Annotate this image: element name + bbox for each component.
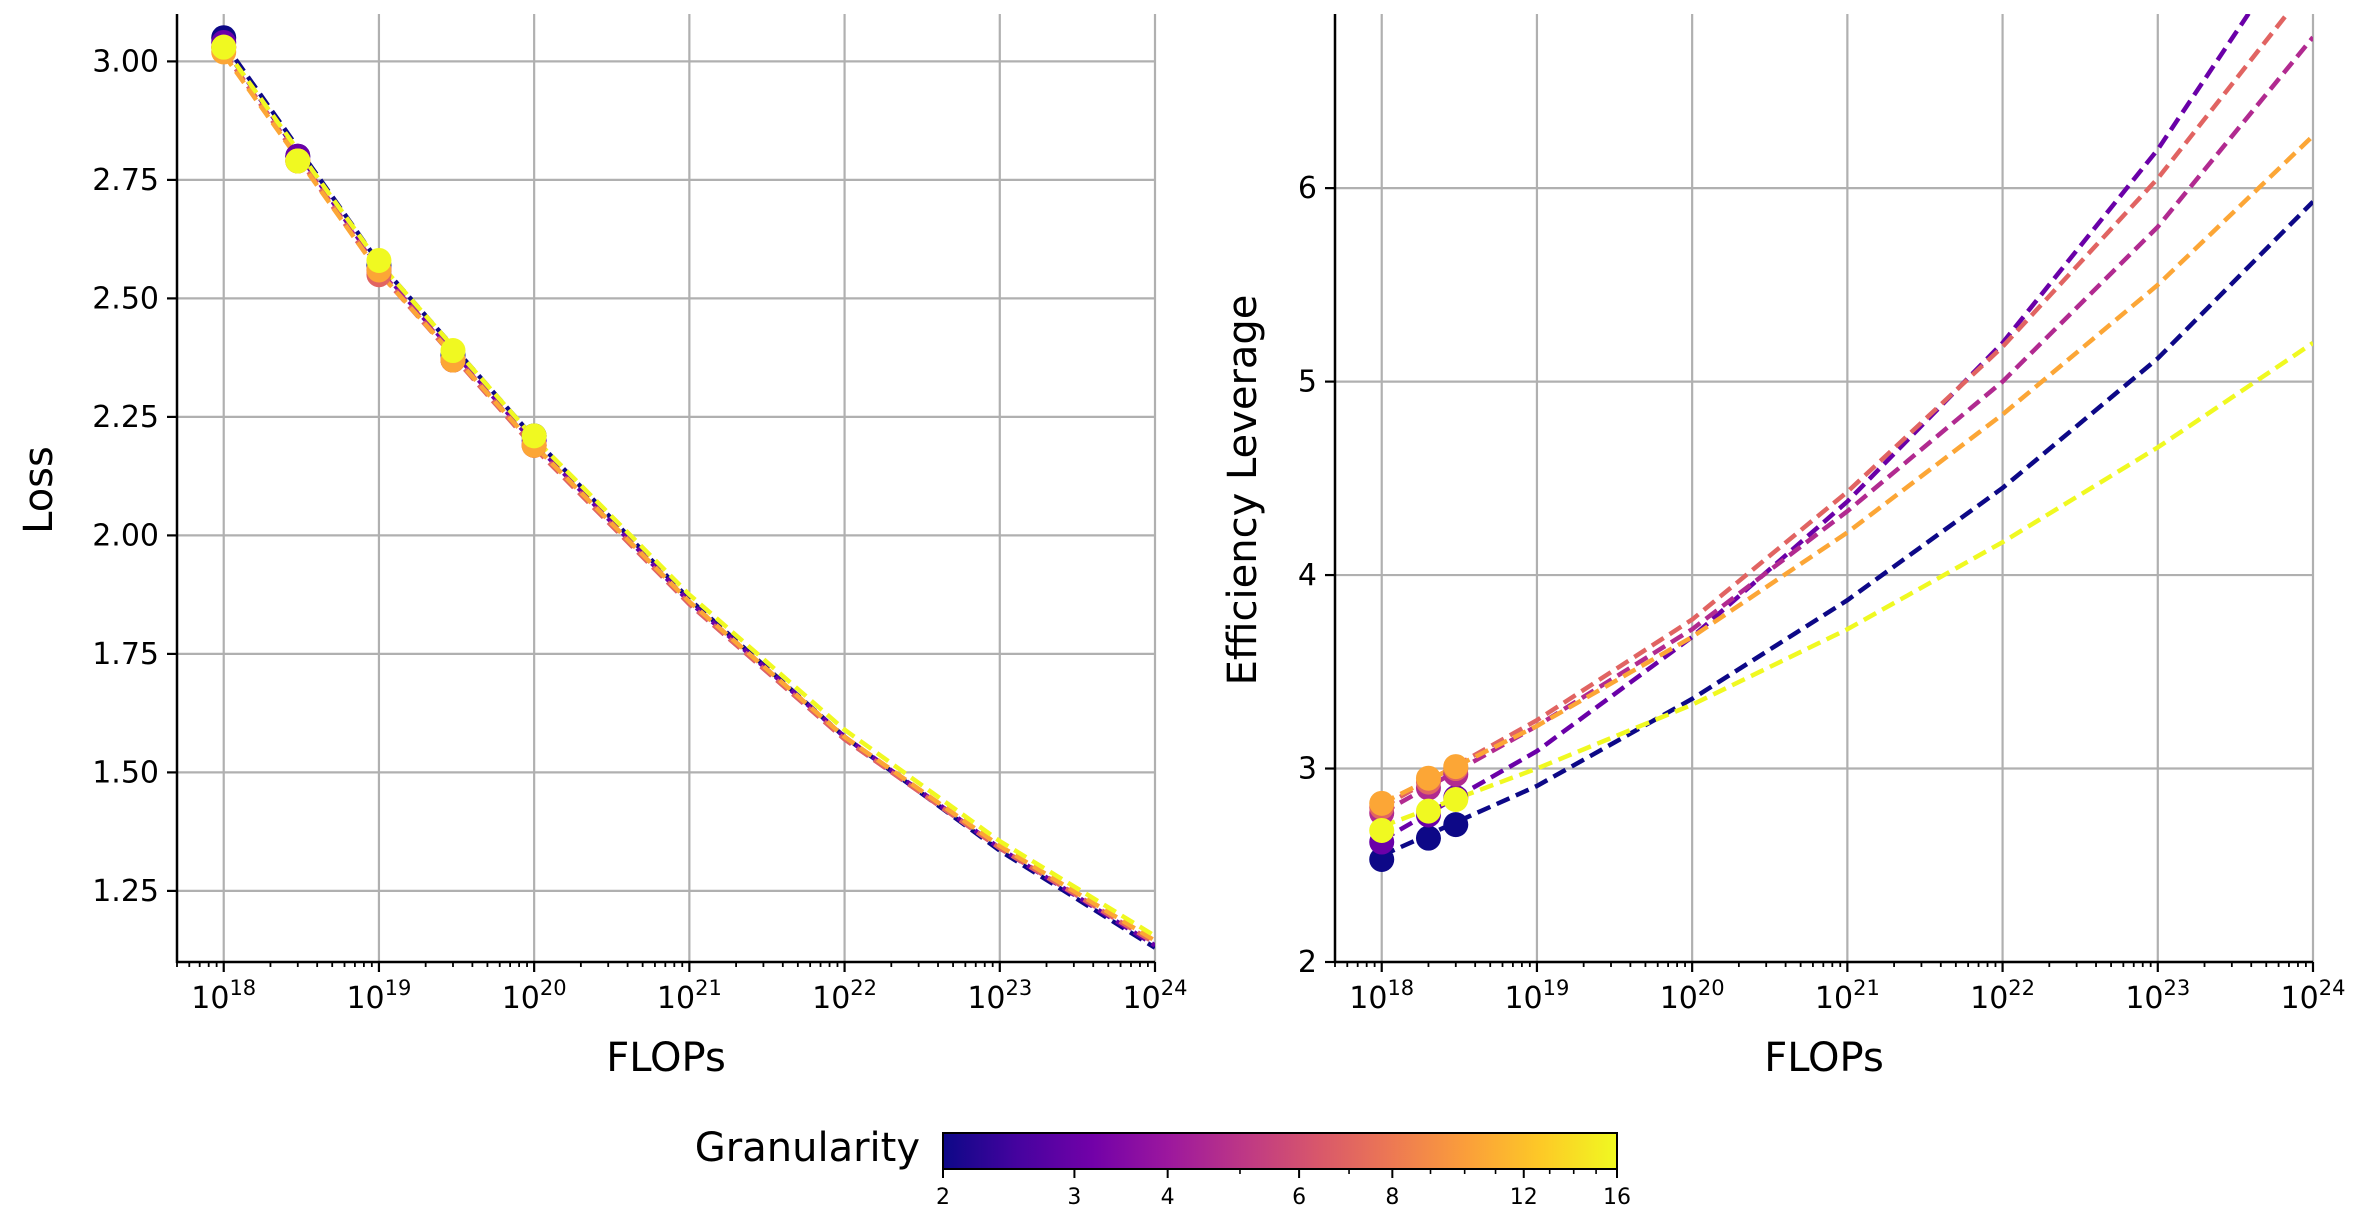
x-tick-label: 1024 — [1123, 976, 1188, 1016]
grid — [177, 14, 1157, 962]
colorbar-label: Granularity — [695, 1125, 920, 1171]
x-axis-label: FLOPs — [1764, 1035, 1884, 1081]
colorbar-tick-label: 8 — [1385, 1185, 1399, 1210]
data-point-granularity-16 — [440, 338, 466, 364]
x-tick-label: 1019 — [1504, 976, 1569, 1016]
colorbar-tick-label: 4 — [1161, 1185, 1175, 1210]
data-point-granularity-16 — [1415, 798, 1441, 824]
data-point-granularity-8 — [1369, 790, 1395, 816]
y-tick-label: 3 — [1298, 752, 1317, 787]
y-tick-label: 1.50 — [92, 755, 159, 790]
data-point-granularity-16 — [285, 148, 311, 174]
data-point-granularity-2 — [1443, 812, 1469, 838]
y-tick-label: 1.25 — [92, 874, 159, 909]
data-points — [211, 25, 547, 458]
colorbar-ticks: 2 3 4 6 8 12 16 — [936, 1169, 1631, 1210]
data-point-granularity-8 — [1415, 765, 1441, 791]
y-axis-label: Efficiency Leverage — [1220, 295, 1266, 686]
x-tick-label: 1022 — [812, 976, 877, 1016]
data-point-granularity-2 — [1369, 846, 1395, 872]
colorbar-tick-label: 3 — [1067, 1185, 1081, 1210]
colorbar-tick-label: 6 — [1292, 1185, 1306, 1210]
y-tick-label: 6 — [1298, 171, 1317, 206]
fit-line-granularity-3 — [1380, 14, 2252, 843]
data-point-granularity-16 — [1443, 786, 1469, 812]
data-point-granularity-2 — [1415, 825, 1441, 851]
y-tick-label: 5 — [1298, 365, 1317, 400]
fit-line-granularity-8 — [1380, 134, 2313, 806]
fit-line-granularity-2 — [1380, 200, 2313, 858]
data-point-granularity-16 — [521, 423, 547, 449]
x-tick-label: 1018 — [1349, 976, 1414, 1016]
x-tick-label: 1023 — [967, 976, 1032, 1016]
data-point-granularity-16 — [211, 34, 237, 60]
colorbar-tick-label: 2 — [936, 1185, 950, 1210]
data-point-granularity-16 — [1369, 817, 1395, 843]
y-tick-label: 3.00 — [92, 44, 159, 79]
y-ticks: 2 3 4 5 6 — [1298, 171, 1335, 980]
data-point-granularity-16 — [366, 247, 392, 273]
y-axis-label: Loss — [16, 446, 62, 534]
granularity-colorbar: Granularity 2 3 4 6 8 12 16 — [695, 1125, 1631, 1210]
y-ticks: 1.25 1.50 1.75 2.00 2.25 2.50 2.75 3.00 — [92, 44, 177, 909]
x-tick-label: 1020 — [502, 976, 567, 1016]
fit-line-granularity-16 — [1380, 341, 2313, 829]
x-tick-label: 1019 — [346, 976, 411, 1016]
x-tick-label: 1024 — [2281, 976, 2346, 1016]
fit-line-granularity-8 — [221, 52, 1155, 943]
colorbar-tick-label: 12 — [1510, 1185, 1538, 1210]
y-tick-label: 2.75 — [92, 163, 159, 198]
loss-chart: 1018 1019 1020 1021 1022 1023 1024 1.25 1.50 1.75… — [16, 14, 1187, 1081]
x-axis-label: FLOPs — [606, 1035, 726, 1081]
fit-lines — [1380, 14, 2313, 858]
x-tick-label: 1021 — [657, 976, 722, 1016]
y-tick-label: 2.00 — [92, 518, 159, 553]
y-tick-label: 2 — [1298, 945, 1317, 980]
data-point-granularity-8 — [1443, 754, 1469, 780]
x-tick-label: 1020 — [1660, 976, 1725, 1016]
x-ticks: 1018 1019 1020 1021 1022 1023 1024 — [1334, 962, 2346, 1016]
y-tick-label: 2.25 — [92, 400, 159, 435]
y-tick-label: 1.75 — [92, 637, 159, 672]
x-tick-label: 1022 — [1970, 976, 2035, 1016]
x-tick-label: 1018 — [191, 976, 256, 1016]
y-tick-label: 4 — [1298, 558, 1317, 593]
x-tick-label: 1021 — [1815, 976, 1880, 1016]
grid — [1335, 14, 2315, 964]
efficiency-leverage-chart: 1018 1019 1020 1021 1022 1023 1024 2 3 4 5 6 FLOPs Ef… — [1220, 14, 2346, 1081]
colorbar-tick-label: 16 — [1603, 1185, 1631, 1210]
y-tick-label: 2.50 — [92, 281, 159, 316]
fit-line-granularity-6 — [1380, 14, 2290, 810]
colorbar-bar — [942, 1132, 1618, 1170]
x-ticks: 1018 1019 1020 1021 1022 1023 1024 — [176, 962, 1188, 1016]
x-tick-label: 1023 — [2125, 976, 2190, 1016]
data-points — [1369, 754, 1469, 872]
